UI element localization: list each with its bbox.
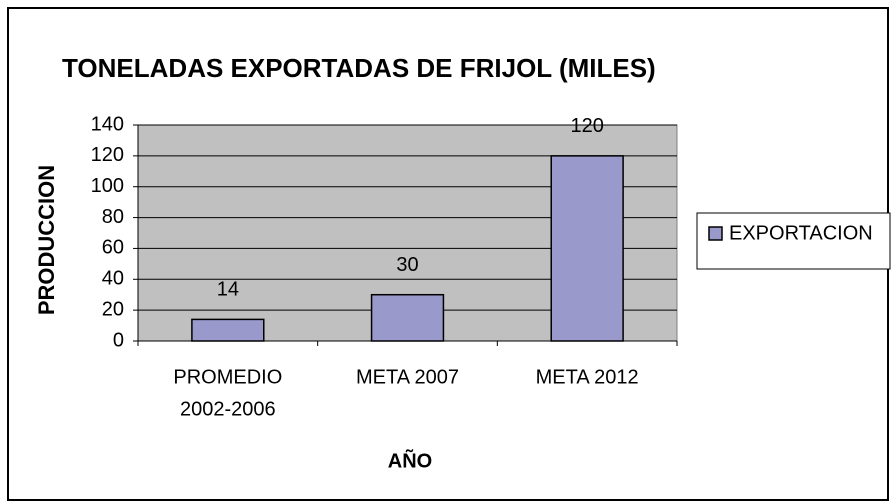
- data-label: 30: [396, 254, 418, 276]
- x-axis-label: AÑO: [388, 449, 432, 472]
- bar: [370, 293, 445, 342]
- y-tick-label: 80: [102, 206, 124, 228]
- y-tick-label: 0: [113, 329, 124, 351]
- x-tick-label: META 2007: [356, 366, 459, 388]
- y-axis-label: PRODUCCION: [34, 165, 59, 315]
- y-tick-label: 20: [102, 298, 124, 320]
- y-tick-label: 40: [102, 268, 124, 290]
- y-tick-label: 60: [102, 237, 124, 259]
- y-tick-label: 140: [91, 113, 124, 135]
- bar: [550, 155, 624, 342]
- x-tick-label: 2002-2006: [180, 398, 276, 420]
- chart-title: TONELADAS EXPORTADAS DE FRIJOL (MILES): [62, 53, 656, 83]
- x-tick-label: PROMEDIO: [173, 366, 282, 388]
- legend-box: [696, 212, 891, 270]
- y-tick-label: 100: [91, 175, 124, 197]
- bar: [191, 318, 265, 342]
- data-label: 120: [570, 115, 603, 137]
- data-label: 14: [217, 279, 239, 301]
- legend-swatch: [708, 226, 723, 241]
- y-tick-label: 120: [91, 144, 124, 166]
- legend-label: EXPORTACION: [729, 222, 873, 244]
- x-tick-label: META 2012: [536, 366, 639, 388]
